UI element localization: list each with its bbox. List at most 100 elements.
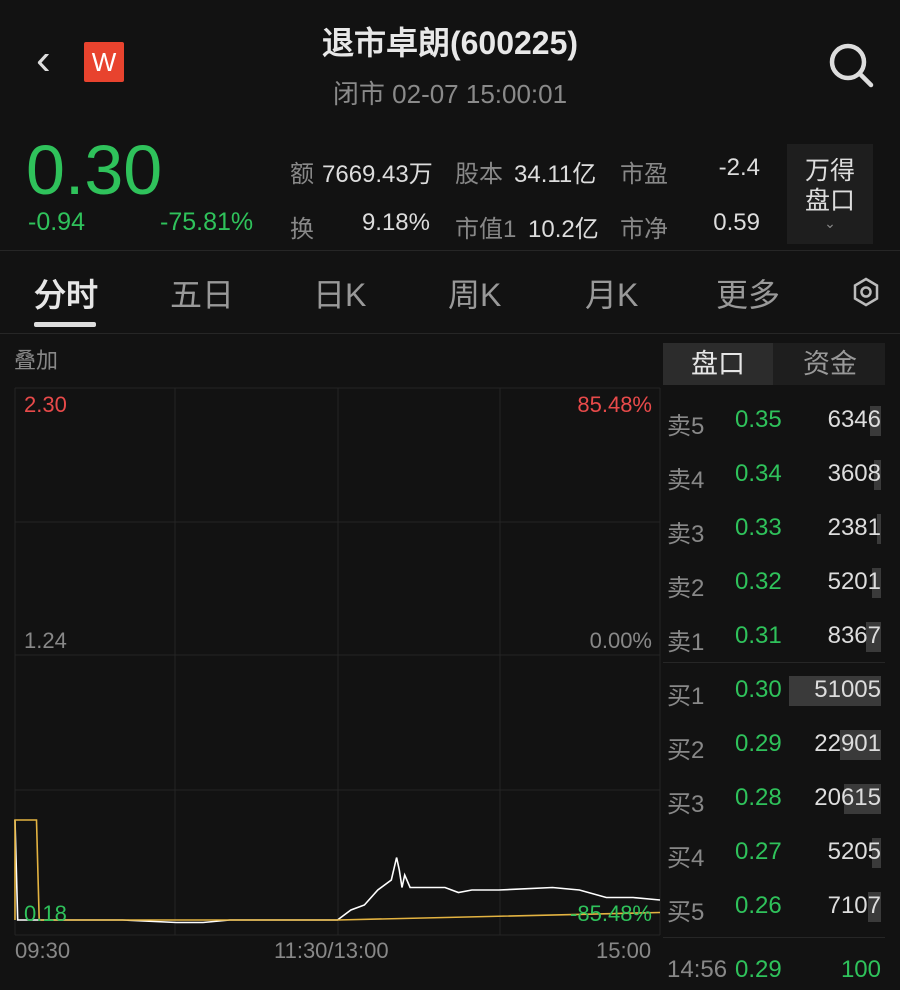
intraday-chart[interactable] (0, 385, 662, 940)
level-label: 卖5 (667, 413, 705, 440)
tab-capital-flow[interactable]: 资金 (803, 349, 857, 379)
divider (0, 333, 900, 334)
stat-value: 7669.43万 (322, 161, 433, 188)
ask-row[interactable]: 卖2 0.32 5201 (663, 562, 885, 602)
stat-value: 10.2亿 (528, 216, 599, 243)
level-volume: 5205 (827, 838, 881, 865)
volume-bar (872, 568, 881, 598)
ask-row[interactable]: 卖4 0.34 3608 (663, 454, 885, 494)
settings-button[interactable] (850, 276, 882, 313)
level-volume: 6346 (827, 406, 881, 433)
tab-more[interactable]: 更多 (716, 277, 781, 313)
level-price: 0.34 (735, 460, 782, 487)
back-button[interactable]: ‹ (36, 38, 72, 84)
level-volume: 5201 (827, 568, 881, 595)
level-price: 0.31 (735, 622, 782, 649)
stat-label: 换 (290, 216, 314, 243)
search-button[interactable] (826, 40, 876, 90)
stat-label: 市净 (620, 216, 668, 243)
volume-bar (789, 676, 881, 706)
overlay-button[interactable]: 叠加 (14, 348, 59, 373)
price-change-pct: -75.81% (160, 208, 254, 236)
chevron-down-icon: ⌄ (824, 215, 836, 231)
level-label: 卖4 (667, 467, 705, 494)
divider (0, 250, 900, 251)
level-price: 0.27 (735, 838, 782, 865)
tab-weekly-k[interactable]: 周K (448, 277, 502, 313)
trade-row: 14:56 0.29 100 (663, 950, 885, 990)
trade-time: 14:56 (667, 956, 728, 983)
stat-value: 9.18% (361, 209, 430, 236)
ask-row[interactable]: 卖5 0.35 6346 (663, 400, 885, 440)
wind-button-line1: 万得 (804, 157, 855, 185)
bid-row[interactable]: 买3 0.28 20615 (663, 778, 885, 818)
level-price: 0.30 (735, 676, 782, 703)
tab-daily-k[interactable]: 日K (313, 277, 367, 313)
volume-bar (870, 406, 881, 436)
volume-bar (868, 892, 881, 922)
ask-row[interactable]: 卖1 0.31 8367 (663, 616, 885, 656)
volume-bar (866, 622, 881, 652)
level-price: 0.28 (735, 784, 782, 811)
level-label: 卖1 (667, 629, 705, 656)
stat-value: -2.4 (718, 154, 760, 181)
active-tab-indicator (34, 322, 96, 327)
tab-five-day[interactable]: 五日 (170, 277, 235, 313)
trade-volume: 100 (840, 956, 881, 983)
search-icon (829, 43, 874, 88)
volume-bar (877, 514, 881, 544)
level-volume: 3608 (827, 460, 881, 487)
level-volume: 51005 (814, 676, 881, 703)
price-line (14, 819, 661, 924)
ask-row[interactable]: 卖3 0.33 2381 (663, 508, 885, 548)
divider (663, 937, 885, 938)
level-price: 0.32 (735, 568, 782, 595)
level-label: 买2 (667, 737, 705, 764)
bid-row[interactable]: 买2 0.29 22901 (663, 724, 885, 764)
wind-logo: W (84, 42, 124, 82)
wind-orderbook-button[interactable]: 万得 盘口 ⌄ (787, 144, 873, 244)
level-volume: 8367 (827, 622, 881, 649)
trade-price: 0.29 (735, 956, 782, 983)
tab-monthly-k[interactable]: 月K (585, 277, 639, 313)
level-label: 卖2 (667, 575, 705, 602)
market-status: 闭市 02-07 15:00:01 (332, 79, 568, 109)
wind-button-line2: 盘口 (804, 187, 855, 215)
pct-label-top: 85.48% (577, 392, 652, 417)
level-volume: 22901 (814, 730, 881, 757)
level-volume: 20615 (814, 784, 881, 811)
divider (663, 662, 885, 663)
level-price: 0.33 (735, 514, 782, 541)
settings-hexagon-icon (853, 277, 879, 307)
current-price: 0.30 (26, 131, 163, 209)
level-label: 买5 (667, 899, 705, 926)
stat-label: 市值1 (455, 216, 517, 243)
level-price: 0.29 (735, 730, 782, 757)
y-label-bottom: 0.18 (24, 901, 67, 926)
stat-value: 0.59 (713, 209, 760, 236)
bid-row[interactable]: 买5 0.26 7107 (663, 886, 885, 926)
average-price-line (14, 819, 661, 921)
volume-bar (840, 730, 881, 760)
chevron-left-icon: ‹ (36, 35, 51, 84)
x-tick: 15:00 (596, 938, 652, 963)
level-label: 买4 (667, 845, 705, 872)
volume-bar (844, 784, 881, 814)
pct-label-mid: 0.00% (589, 628, 652, 653)
y-label-mid: 1.24 (24, 628, 67, 653)
x-tick: 11:30/13:00 (274, 938, 389, 963)
volume-bar (872, 838, 881, 868)
tab-orderbook[interactable]: 盘口 (663, 343, 773, 385)
stat-label: 股本 (455, 161, 503, 188)
tab-intraday[interactable]: 分时 (34, 277, 99, 313)
level-label: 买1 (667, 683, 705, 710)
page-title: 退市卓朗(600225) (321, 25, 579, 61)
level-price: 0.35 (735, 406, 782, 433)
bid-row[interactable]: 买1 0.30 51005 (663, 670, 885, 710)
x-tick: 09:30 (15, 938, 71, 963)
stat-label: 市盈 (620, 161, 668, 188)
level-volume: 7107 (827, 892, 881, 919)
bid-row[interactable]: 买4 0.27 5205 (663, 832, 885, 872)
level-label: 卖3 (667, 521, 705, 548)
stat-label: 额 (290, 161, 314, 188)
